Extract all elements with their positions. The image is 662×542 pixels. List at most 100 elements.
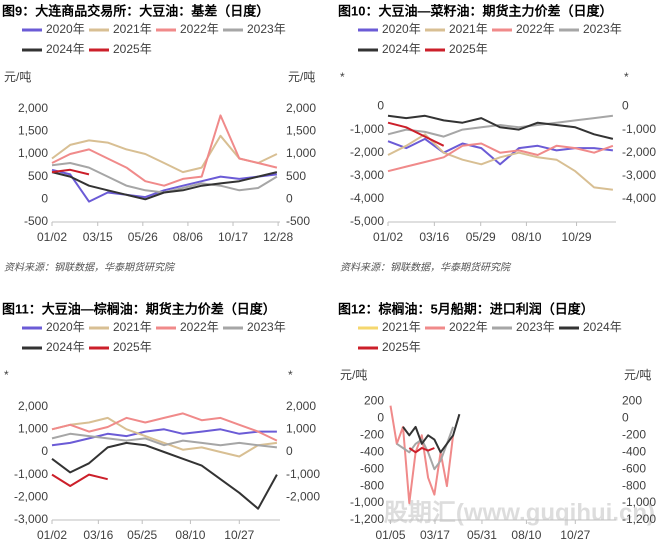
x-tick-label: 01/02 — [373, 230, 403, 244]
y2-tick-label: -800 — [622, 478, 646, 492]
series-line — [51, 114, 278, 187]
series-line — [402, 413, 461, 454]
series-line — [51, 416, 278, 458]
y-tick-label: -1,200 — [350, 512, 384, 526]
source-note: 资料来源：钢联数据，华泰期货研究院 — [4, 262, 176, 274]
y-axis-unit: * — [4, 368, 9, 382]
x-tick-label: 01/05 — [375, 528, 405, 542]
y-tick-label: 0 — [377, 411, 384, 425]
x-tick-label: 10/27 — [560, 528, 590, 542]
legend-label: 2025年 — [113, 340, 152, 354]
y-tick-label: -3,000 — [350, 168, 384, 182]
series-line — [387, 133, 614, 191]
series-line — [51, 171, 278, 201]
legend-label: 2020年 — [382, 22, 421, 36]
y2-tick-label: -4,000 — [622, 191, 656, 205]
legend-label: 2025年 — [382, 340, 421, 354]
y2-axis-unit: 元/吨 — [624, 368, 651, 382]
x-tick-label: 10/17 — [218, 230, 248, 244]
y2-axis-unit: * — [288, 368, 293, 382]
y2-tick-label: 2,000 — [286, 101, 316, 115]
series-line — [51, 473, 108, 487]
y2-tick-label: -600 — [622, 461, 646, 475]
y2-tick-label: 1,500 — [286, 123, 316, 137]
x-tick-label: 08/06 — [173, 230, 203, 244]
y-tick-label: 1,000 — [18, 421, 48, 435]
legend-label: 2023年 — [516, 320, 555, 334]
legend-label: 2022年 — [516, 22, 555, 36]
series-line — [51, 168, 278, 203]
legend-label: 2021年 — [382, 320, 421, 334]
y-tick-label: -500 — [24, 214, 48, 228]
x-tick-label: 01/02 — [37, 528, 67, 542]
y2-tick-label: -200 — [622, 428, 646, 442]
y2-tick-label: -1,000 — [286, 467, 320, 481]
y2-tick-label: -3,000 — [622, 168, 656, 182]
legend-label: 2025年 — [113, 42, 152, 56]
legend-label: 2022年 — [180, 320, 219, 334]
x-tick-label: 05/29 — [466, 230, 496, 244]
x-tick-label: 05/25 — [127, 528, 157, 542]
legend-label: 2024年 — [46, 42, 85, 56]
legend-label: 2021年 — [113, 22, 152, 36]
y-tick-label: 1,000 — [18, 146, 48, 160]
series-line — [387, 142, 614, 173]
y-tick-label: -400 — [360, 444, 384, 458]
x-tick-label: 03/17 — [420, 528, 450, 542]
y-tick-label: 500 — [28, 169, 48, 183]
series-line — [396, 426, 455, 471]
y2-axis-unit: * — [624, 70, 629, 84]
y-tick-label: -1,000 — [350, 122, 384, 136]
series-line — [51, 168, 90, 176]
chart-title: 图10：大豆油—菜籽油：期货主力价差（日度） — [338, 3, 612, 18]
y2-tick-label: -1,200 — [622, 512, 656, 526]
y2-tick-label: -1,000 — [622, 122, 656, 136]
y-tick-label: -200 — [360, 428, 384, 442]
x-tick-label: 10/29 — [562, 230, 592, 244]
x-tick-label: 03/15 — [83, 230, 113, 244]
chart-title: 图11：大豆油—棕榈油：期货主力价差（日度） — [2, 301, 276, 316]
x-tick-label: 05/31 — [467, 528, 497, 542]
y-axis-unit: 元/吨 — [4, 70, 31, 84]
legend-label: 2021年 — [449, 22, 488, 36]
series-line — [51, 432, 278, 449]
x-tick-label: 08/10 — [511, 230, 541, 244]
x-tick-label: 05/26 — [128, 230, 158, 244]
legend-label: 2022年 — [449, 320, 488, 334]
legend-label: 2024年 — [583, 320, 622, 334]
series-line — [51, 441, 278, 510]
y-tick-label: 0 — [377, 99, 384, 113]
y2-tick-label: 0 — [286, 444, 293, 458]
legend-label: 2024年 — [46, 340, 85, 354]
y2-tick-label: -1,000 — [622, 495, 656, 509]
source-note: 资料来源：钢联数据，华泰期货研究院 — [340, 262, 512, 274]
chart-title: 图9：大连商品交易所：大豆油：基差（日度） — [2, 3, 269, 18]
y-tick-label: -4,000 — [350, 191, 384, 205]
series-line — [389, 405, 455, 505]
y2-tick-label: -400 — [622, 444, 646, 458]
legend-label: 2025年 — [449, 42, 488, 56]
y-tick-label: -600 — [360, 461, 384, 475]
y-axis-unit: 元/吨 — [340, 368, 367, 382]
legend-label: 2024年 — [382, 42, 421, 56]
watermark: 股期汇(www.guqihui.cn) — [384, 499, 655, 526]
series-line — [51, 428, 277, 447]
y2-tick-label: 1,000 — [286, 421, 316, 435]
y-tick-label: 2,000 — [18, 101, 48, 115]
series-line — [387, 114, 614, 140]
series-line — [387, 121, 445, 147]
y-tick-label: 1,500 — [18, 123, 48, 137]
y-tick-label: -1,000 — [350, 495, 384, 509]
legend-label: 2022年 — [180, 22, 219, 36]
y-tick-label: -5,000 — [350, 214, 384, 228]
series-line — [51, 412, 278, 442]
chart-title: 图12：棕榈油：5月船期：进口利润（日度） — [338, 301, 594, 316]
x-tick-label: 12/28 — [263, 230, 293, 244]
y-tick-label: -2,000 — [14, 489, 48, 503]
y-axis-unit: * — [340, 70, 345, 84]
y-tick-label: -800 — [360, 478, 384, 492]
y2-tick-label: 0 — [622, 99, 629, 113]
y-tick-label: 0 — [41, 191, 48, 205]
